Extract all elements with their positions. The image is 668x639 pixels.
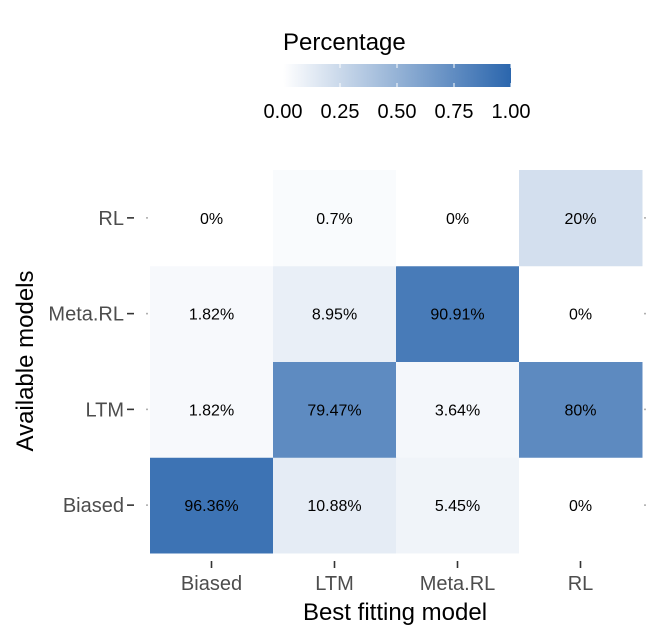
cell-value-label: 10.88%	[307, 498, 361, 515]
x-axis-title: Best fitting model	[303, 599, 487, 626]
heatmap-cell-biased-rl	[519, 457, 643, 554]
x-tick-label: Meta.RL	[420, 573, 496, 595]
cell-value-label: 20%	[564, 211, 596, 228]
cell-value-label: 79.47%	[307, 402, 361, 419]
cell-value-label: 0%	[569, 307, 592, 324]
heatmap-cell-rl-ltm	[273, 170, 397, 267]
cell-value-label: 96.36%	[184, 498, 238, 515]
legend-tick-label: 0.00	[264, 101, 303, 123]
cell-value-label: 0%	[446, 211, 469, 228]
x-tick-label: LTM	[315, 573, 354, 595]
x-tick-label: RL	[568, 573, 594, 595]
legend-title: Percentage	[283, 29, 406, 56]
cell-value-label: 1.82%	[189, 402, 234, 419]
heatmap-cells	[150, 170, 643, 554]
legend-tick-label: 0.50	[378, 101, 417, 123]
heatmap-cell-biased-meta-rl	[396, 457, 520, 554]
y-tick-label: Biased	[63, 495, 124, 517]
heatmap-cell-ltm-ltm	[273, 361, 397, 458]
heatmap-cell-rl-biased	[150, 170, 274, 267]
y-tick-label: RL	[98, 208, 124, 230]
cell-value-label: 0%	[569, 498, 592, 515]
cell-value-label: 5.45%	[435, 498, 480, 515]
heatmap-cell-rl-meta-rl	[396, 170, 520, 267]
cell-value-label: 90.91%	[430, 307, 484, 324]
cell-value-label: 80%	[564, 402, 596, 419]
y-axis: Biased LTM Meta.RL RL	[48, 208, 646, 517]
x-axis: Biased LTM Meta.RL RL	[181, 561, 593, 595]
y-tick-label: LTM	[85, 399, 124, 421]
x-tick-label: Biased	[181, 573, 242, 595]
heatmap-cell-meta-rl-meta-rl	[396, 265, 520, 362]
legend-colorbar	[283, 64, 511, 87]
color-legend: Percentage 0.00 0.25 0.50 0.75 1.00	[264, 29, 531, 123]
legend-tick-label: 1.00	[492, 101, 531, 123]
cell-value-label: 3.64%	[435, 402, 480, 419]
legend-tick-label: 0.25	[321, 101, 360, 123]
heatmap-cell-biased-ltm	[273, 457, 397, 554]
heatmap-cell-ltm-rl	[519, 361, 643, 458]
cell-value-label: 0%	[200, 211, 223, 228]
cell-value-label: 1.82%	[189, 307, 234, 324]
y-tick-label: Meta.RL	[48, 304, 124, 326]
heatmap-cell-ltm-biased	[150, 361, 274, 458]
heatmap-cell-labels: 96.36% 10.88% 5.45% 0% 1.82% 79.47% 3.64% 80% 1.…	[184, 211, 596, 515]
heatmap-cell-meta-rl-biased	[150, 265, 274, 362]
heatmap-cell-ltm-meta-rl	[396, 361, 520, 458]
heatmap-cell-rl-rl	[519, 170, 643, 267]
heatmap-cell-biased-biased	[150, 457, 274, 554]
legend-tick-label: 0.75	[435, 101, 474, 123]
heatmap-cell-meta-rl-ltm	[273, 265, 397, 362]
y-axis-title: Available models	[12, 271, 39, 452]
legend-ticks: 0.00 0.25 0.50 0.75 1.00	[264, 64, 531, 123]
cell-value-label: 0.7%	[316, 211, 352, 228]
cell-value-label: 8.95%	[312, 307, 357, 324]
heatmap-cell-meta-rl-rl	[519, 265, 643, 362]
